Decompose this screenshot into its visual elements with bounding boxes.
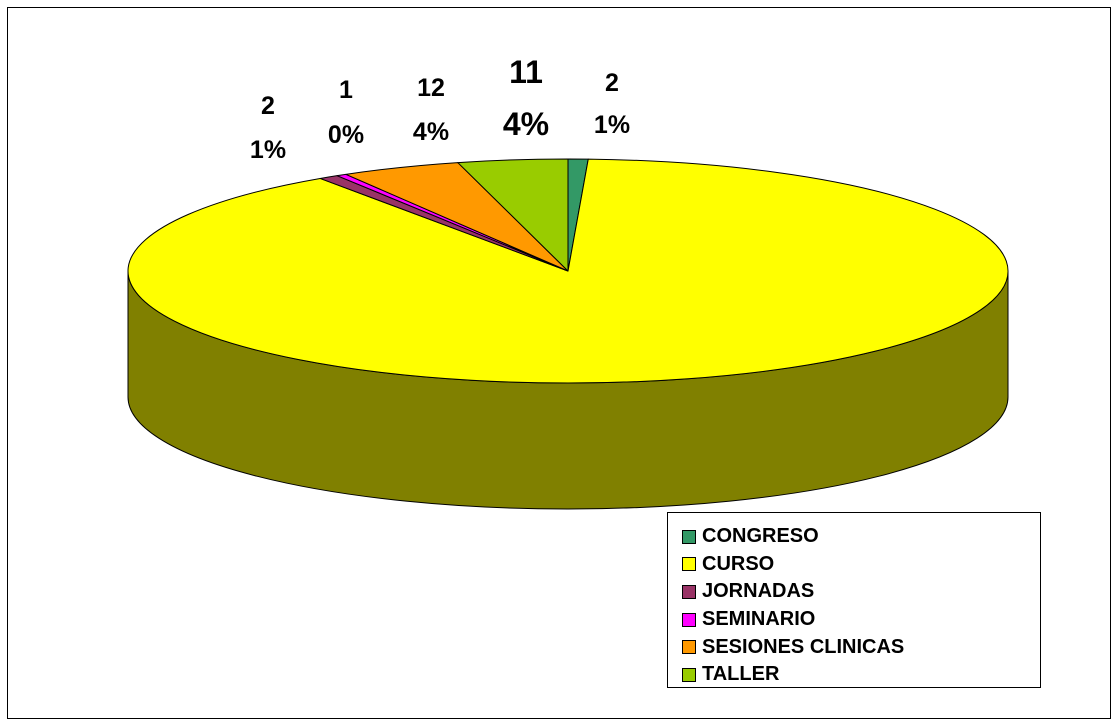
data-label-percent-congreso: 1% (594, 111, 630, 139)
legend-item-congreso: CONGRESO (682, 523, 1040, 551)
data-label-percent-sesiones-clinicas: 4% (413, 118, 449, 146)
data-label-percent-taller: 4% (503, 106, 549, 142)
legend-swatch-seminario (682, 612, 696, 627)
data-label-value-jornadas: 2 (261, 92, 275, 120)
legend-label-congreso: CONGRESO (702, 525, 819, 548)
data-label-percent-seminario: 0% (328, 121, 364, 149)
legend-swatch-congreso (682, 529, 696, 544)
legend-item-jornadas: JORNADAS (682, 578, 1040, 606)
legend-swatch-curso (682, 557, 696, 572)
legend-label-curso: CURSO (702, 552, 775, 575)
data-label-value-seminario: 1 (339, 76, 353, 104)
legend: CONGRESO CURSO JORNADAS SEMINARIO SESION… (667, 512, 1041, 688)
data-label-value-sesiones-clinicas: 12 (417, 74, 445, 102)
legend-label-jornadas: JORNADAS (702, 580, 815, 603)
legend-item-taller: TALLER (682, 661, 1040, 689)
legend-item-curso: CURSO (682, 551, 1040, 579)
legend-label-sesiones-clinicas: SESIONES CLINICAS (702, 635, 905, 658)
legend-swatch-sesiones-clinicas (682, 640, 696, 655)
legend-swatch-taller (682, 667, 696, 682)
data-label-value-taller: 11 (509, 54, 543, 90)
legend-label-taller: TALLER (702, 663, 780, 686)
legend-swatch-jornadas (682, 584, 696, 599)
pie-slice-taller (457, 158, 569, 272)
data-label-value-congreso: 2 (605, 69, 619, 97)
legend-label-seminario: SEMINARIO (702, 608, 816, 631)
legend-item-sesiones-clinicas: SESIONES CLINICAS (682, 633, 1040, 661)
data-label-percent-jornadas: 1% (250, 136, 286, 164)
legend-item-seminario: SEMINARIO (682, 606, 1040, 634)
